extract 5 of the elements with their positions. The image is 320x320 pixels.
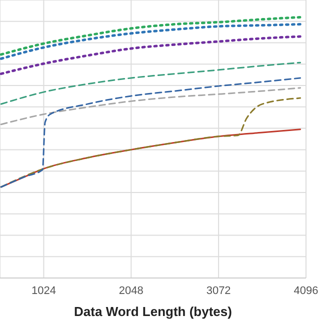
x-tick-label: 3072 [206, 284, 231, 297]
x-tick-label: 1024 [31, 284, 56, 297]
x-tick-label: 2048 [118, 284, 144, 297]
x-tick-label: 4096 [294, 284, 318, 297]
x-axis-title: Data Word Length (bytes) [74, 304, 232, 319]
